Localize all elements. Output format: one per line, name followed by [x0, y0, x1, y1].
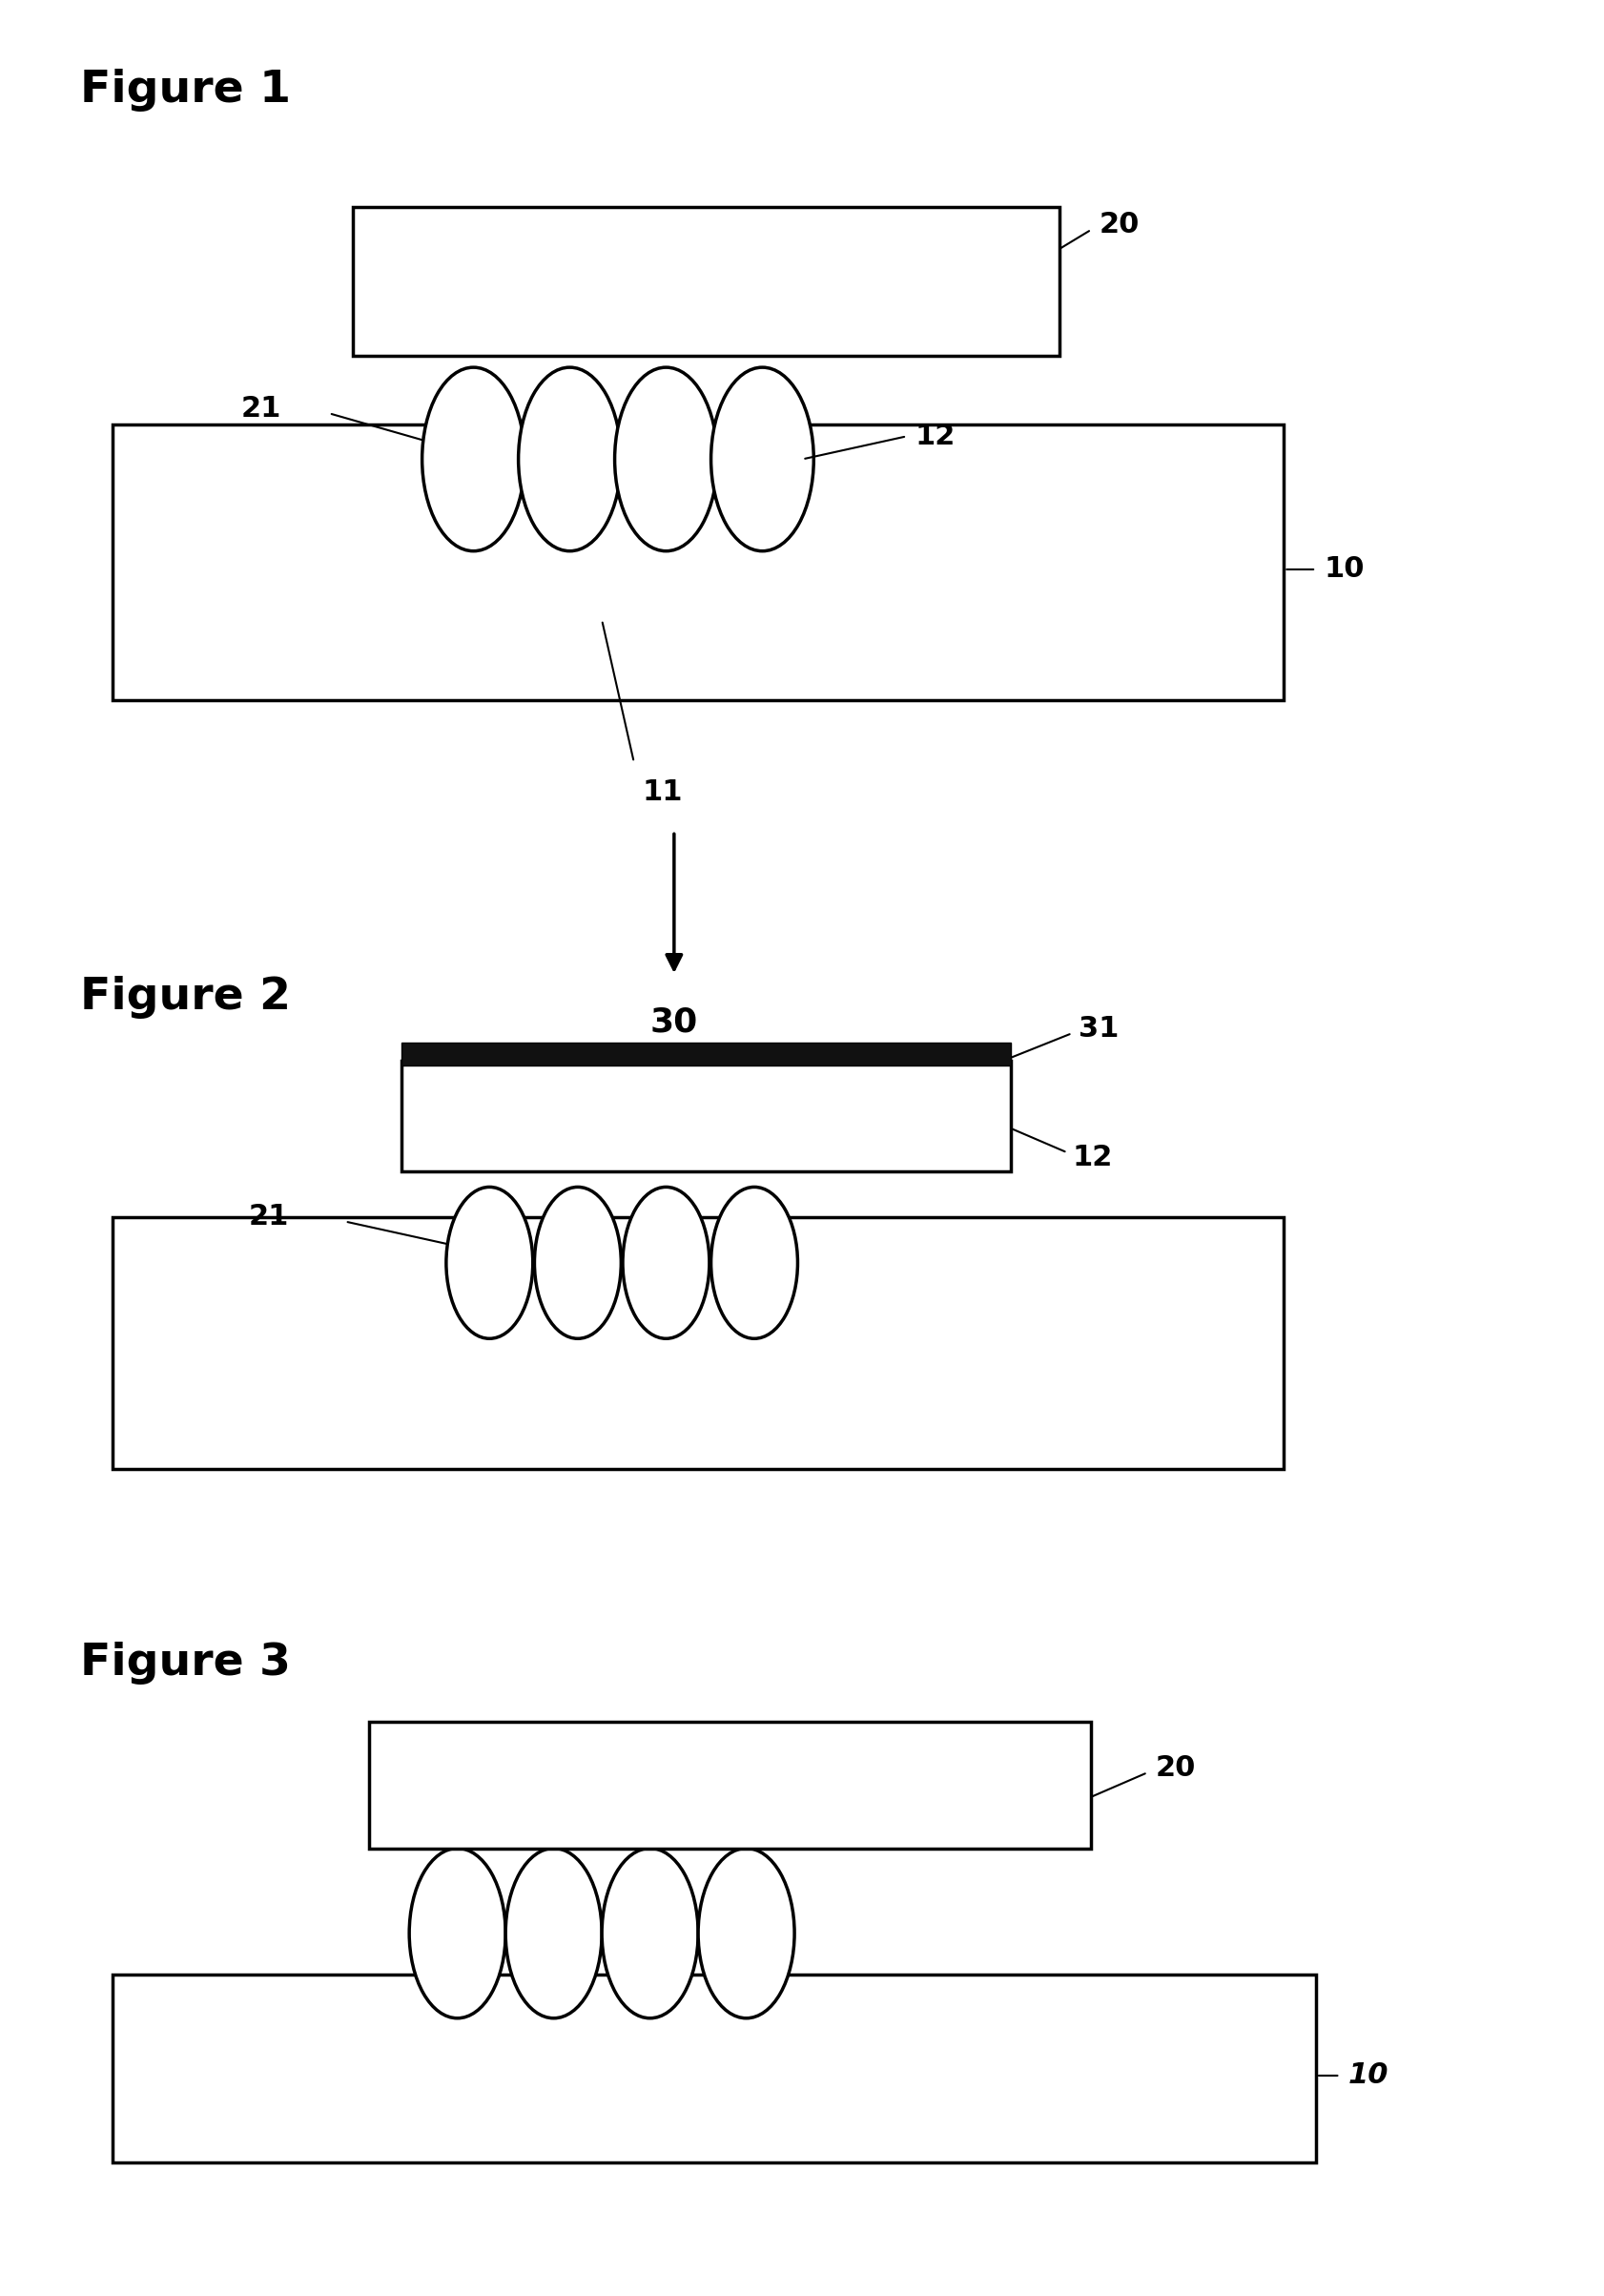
FancyBboxPatch shape — [728, 1224, 780, 1283]
Bar — [353, 207, 1059, 356]
Bar — [619, 1947, 680, 1975]
Bar — [369, 1722, 1091, 1848]
Text: 10: 10 — [1347, 2062, 1387, 2089]
Bar — [523, 1947, 584, 1975]
Ellipse shape — [534, 1187, 621, 1339]
Text: 30: 30 — [650, 1006, 698, 1038]
Text: 12: 12 — [1071, 1143, 1112, 1171]
Bar — [427, 1947, 488, 1975]
FancyBboxPatch shape — [552, 1224, 603, 1283]
Ellipse shape — [422, 367, 525, 551]
Text: 20: 20 — [1099, 211, 1139, 239]
FancyBboxPatch shape — [439, 413, 507, 496]
FancyBboxPatch shape — [536, 413, 603, 496]
Text: Figure 1: Figure 1 — [80, 69, 290, 113]
Bar — [401, 1061, 1011, 1171]
Bar — [112, 1975, 1315, 2163]
Text: 20: 20 — [1155, 1754, 1195, 1782]
Text: 11: 11 — [642, 778, 682, 806]
Bar — [715, 1947, 776, 1975]
Ellipse shape — [614, 367, 717, 551]
Text: 21: 21 — [249, 1203, 289, 1231]
Ellipse shape — [518, 367, 621, 551]
Ellipse shape — [711, 1187, 797, 1339]
Text: 12: 12 — [914, 422, 954, 450]
FancyBboxPatch shape — [640, 1224, 691, 1283]
Text: 31: 31 — [1078, 1015, 1118, 1042]
Ellipse shape — [602, 1848, 698, 2018]
Text: Figure 2: Figure 2 — [80, 976, 290, 1019]
Ellipse shape — [622, 1187, 709, 1339]
Bar — [112, 1217, 1283, 1469]
Text: 10: 10 — [1323, 556, 1363, 583]
Ellipse shape — [711, 367, 813, 551]
Text: Figure 3: Figure 3 — [80, 1642, 290, 1685]
Ellipse shape — [698, 1848, 794, 2018]
Bar — [401, 1042, 1011, 1065]
FancyBboxPatch shape — [464, 1224, 515, 1283]
Ellipse shape — [505, 1848, 602, 2018]
Ellipse shape — [446, 1187, 533, 1339]
Ellipse shape — [409, 1848, 505, 2018]
FancyBboxPatch shape — [632, 413, 699, 496]
Text: 21: 21 — [241, 395, 281, 422]
Bar — [112, 425, 1283, 700]
FancyBboxPatch shape — [728, 413, 796, 496]
